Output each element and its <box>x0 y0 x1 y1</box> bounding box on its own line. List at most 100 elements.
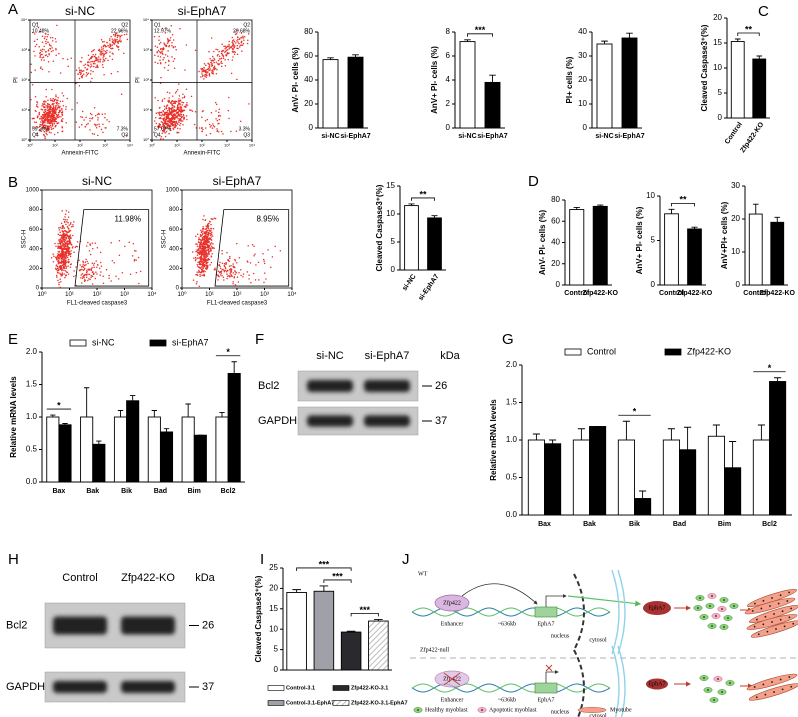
event-dot <box>216 119 219 122</box>
event-dot <box>55 105 57 107</box>
myotube-nucleus <box>755 696 758 699</box>
event-dot <box>228 47 230 50</box>
event-dot <box>212 243 214 245</box>
event-dot <box>110 35 112 38</box>
event-dot <box>34 110 37 112</box>
event-dot <box>211 235 214 237</box>
bar <box>752 58 767 119</box>
event-dot <box>177 107 179 110</box>
event-dot <box>62 57 64 60</box>
plot-title: si-NC <box>82 174 112 188</box>
event-dot <box>34 45 37 48</box>
event-dot <box>164 120 167 123</box>
event-dot <box>215 103 218 106</box>
event-dot <box>238 42 240 45</box>
event-dot <box>207 249 209 252</box>
event-dot <box>199 275 201 277</box>
event-dot <box>246 271 249 273</box>
event-dot <box>102 66 104 69</box>
significance-bracket <box>671 202 695 207</box>
event-dot <box>45 96 47 98</box>
x-tick-label: si-NC <box>401 273 417 292</box>
cell-nucleus <box>707 689 709 691</box>
event-dot <box>43 37 46 40</box>
y-tick-label: 10⁰ <box>143 137 149 142</box>
event-dot <box>163 67 166 69</box>
event-dot <box>41 109 44 111</box>
event-dot <box>72 224 74 226</box>
bar <box>92 443 106 483</box>
event-dot <box>109 38 111 40</box>
error-bar <box>62 423 68 425</box>
event-dot <box>201 126 203 129</box>
event-dot <box>102 123 104 126</box>
event-dot <box>165 116 167 119</box>
event-dot <box>46 107 48 109</box>
event-dot <box>101 41 104 43</box>
event-dot <box>34 33 36 35</box>
event-dot <box>172 46 175 48</box>
bar <box>707 435 725 516</box>
event-dot <box>49 47 52 50</box>
event-dot <box>219 261 221 264</box>
event-dot <box>41 35 44 38</box>
event-dot <box>208 245 211 248</box>
event-dot <box>224 269 227 272</box>
event-dot <box>92 70 94 73</box>
event-dot <box>226 273 228 275</box>
event-dot <box>58 111 61 113</box>
event-dot <box>61 261 63 263</box>
event-dot <box>135 250 137 252</box>
event-dot <box>215 110 217 112</box>
event-dot <box>205 228 207 230</box>
event-dot <box>55 113 58 116</box>
y-tick-label: 25 <box>269 563 278 572</box>
event-dot <box>98 123 100 125</box>
event-dot <box>203 66 205 69</box>
event-dot <box>247 261 249 263</box>
event-dot <box>83 279 86 281</box>
event-dot <box>203 264 206 267</box>
event-dot <box>59 72 62 74</box>
event-dot <box>207 257 209 260</box>
legend-swatch <box>267 685 285 691</box>
event-dot <box>173 100 175 103</box>
diagram-legend: Healthy myoblast Apoptotic myoblast Myotub… <box>413 707 632 713</box>
event-dot <box>154 97 156 99</box>
event-dot <box>37 26 40 29</box>
y-tick-label: 15 <box>269 604 278 613</box>
y-tick-label: 5 <box>651 236 656 245</box>
event-dot <box>215 117 217 120</box>
gene-label: EphA7 <box>538 697 555 703</box>
cell-nucleus <box>713 699 715 701</box>
event-dot <box>65 234 67 237</box>
event-dot <box>55 118 57 121</box>
y-tick-label: 0 <box>36 286 40 292</box>
event-dot <box>56 267 59 270</box>
event-dot <box>207 228 210 230</box>
event-dot <box>82 263 84 266</box>
event-dot <box>119 41 122 43</box>
event-dot <box>183 109 186 112</box>
cell-nucleus <box>417 709 419 711</box>
error-bar <box>151 410 158 417</box>
event-dot <box>100 271 102 273</box>
panel-label: F <box>255 331 264 348</box>
event-dot <box>59 234 61 236</box>
event-dot <box>90 60 92 63</box>
event-dot <box>68 243 70 245</box>
event-dot <box>230 72 233 75</box>
event-dot <box>61 130 64 132</box>
event-dot <box>175 114 177 116</box>
event-dot <box>201 274 203 277</box>
event-dot <box>207 231 210 234</box>
y-tick-label: 600 <box>169 227 180 233</box>
cell-nucleus <box>697 607 699 609</box>
event-dot <box>194 49 197 52</box>
event-dot <box>44 120 47 122</box>
event-dot <box>133 258 136 261</box>
event-dot <box>78 126 81 128</box>
cell-nucleus <box>729 682 731 684</box>
event-dot <box>102 131 104 134</box>
event-dot <box>157 55 159 57</box>
